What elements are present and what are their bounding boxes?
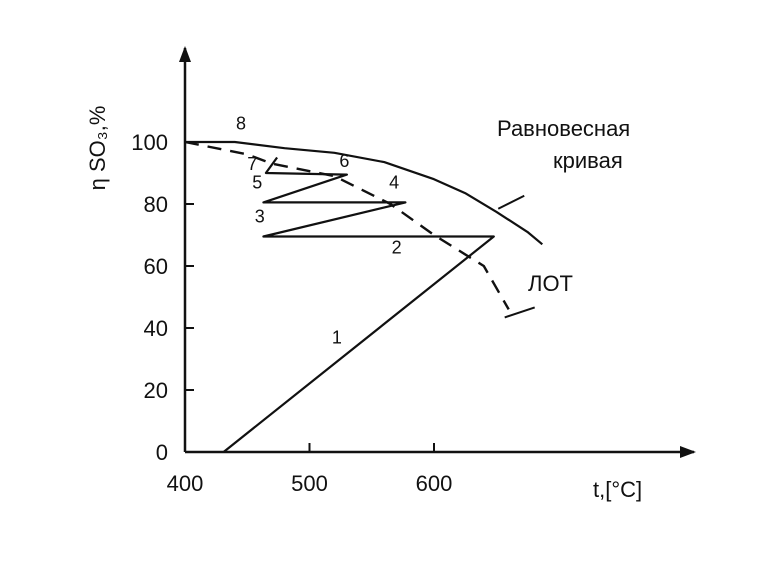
point-label-5: 5 xyxy=(252,173,262,193)
equilibrium-pointer xyxy=(497,194,525,210)
lot-annotation: ЛОТ xyxy=(528,271,573,296)
point-label-6: 6 xyxy=(339,151,349,171)
series-process xyxy=(222,156,495,453)
x-tick-label: 500 xyxy=(291,471,328,496)
x-tick-label: 600 xyxy=(416,471,453,496)
point-label-8: 8 xyxy=(236,114,246,134)
y-tick-label: 40 xyxy=(144,316,168,341)
x-tick-label: 400 xyxy=(167,471,204,496)
equilibrium-annotation-line1: Равновесная xyxy=(497,116,630,141)
y-tick-label: 20 xyxy=(144,378,168,403)
point-label-3: 3 xyxy=(255,207,265,227)
axes: 400 500 600 0 20 40 60 80 100 xyxy=(131,46,696,496)
point-label-2: 2 xyxy=(392,238,402,258)
point-label-7: 7 xyxy=(247,154,257,174)
point-label-4: 4 xyxy=(389,173,399,193)
point-label-1: 1 xyxy=(332,328,342,348)
y-tick-label: 60 xyxy=(144,254,168,279)
lot-pointer xyxy=(504,306,536,319)
series-equilibrium xyxy=(185,140,544,246)
series-lot xyxy=(184,140,510,310)
labels-layer: 1 2 3 4 5 6 78 xyxy=(236,114,402,348)
series-layer xyxy=(184,140,544,453)
y-tick-label: 80 xyxy=(144,192,168,217)
equilibrium-annotation-line2: кривая xyxy=(553,148,623,173)
y-tick-label: 0 xyxy=(156,440,168,465)
y-tick-label: 100 xyxy=(131,130,168,155)
y-axis-title: η SO₃,% xyxy=(85,106,110,191)
x-axis-title: t,[°C] xyxy=(593,477,642,502)
